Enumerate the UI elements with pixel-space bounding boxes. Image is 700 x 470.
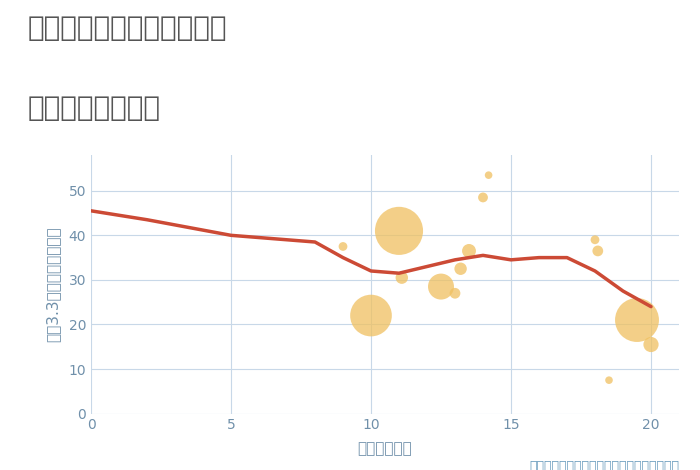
Point bbox=[483, 172, 494, 179]
Point bbox=[393, 227, 405, 235]
Point bbox=[435, 283, 447, 290]
Y-axis label: 坪（3.3㎡）単価（万円）: 坪（3.3㎡）単価（万円） bbox=[46, 227, 60, 342]
Text: 円の大きさは、取引のあった物件面積を示す: 円の大きさは、取引のあった物件面積を示す bbox=[529, 460, 679, 470]
Point bbox=[603, 376, 615, 384]
Point bbox=[449, 290, 461, 297]
Point bbox=[592, 247, 603, 255]
Point bbox=[589, 236, 601, 243]
Text: 駅距離別土地価格: 駅距離別土地価格 bbox=[28, 94, 161, 122]
Point bbox=[455, 265, 466, 273]
Text: 大阪府東大阪市玉串町東の: 大阪府東大阪市玉串町東の bbox=[28, 14, 228, 42]
Point bbox=[365, 312, 377, 319]
Point bbox=[477, 194, 489, 201]
Point bbox=[631, 316, 643, 324]
Point bbox=[396, 274, 407, 282]
Point bbox=[645, 341, 657, 348]
X-axis label: 駅距離（分）: 駅距離（分） bbox=[358, 441, 412, 456]
Point bbox=[337, 243, 349, 250]
Point bbox=[463, 247, 475, 255]
